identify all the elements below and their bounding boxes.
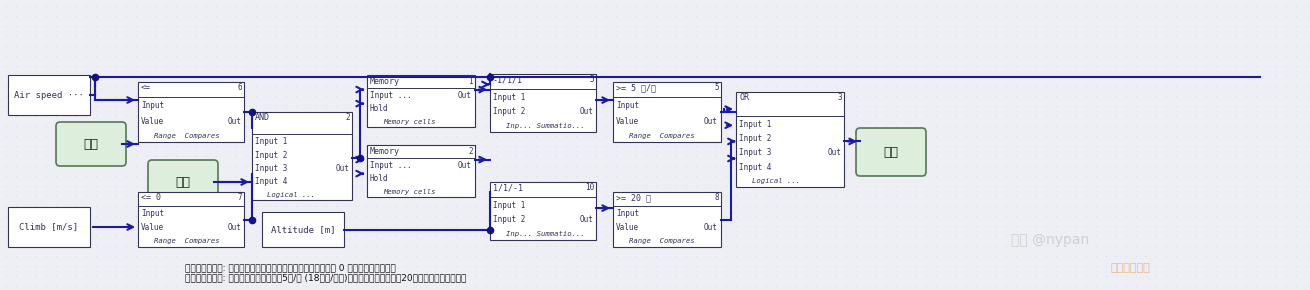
Text: Input 2: Input 2 (739, 134, 772, 143)
Text: Input 1: Input 1 (739, 120, 772, 129)
Text: 1/1/-1: 1/1/-1 (493, 184, 523, 193)
Text: Out: Out (458, 161, 472, 170)
Text: 10: 10 (584, 184, 593, 193)
Bar (138, 82, 244, 142)
Text: <= 0: <= 0 (141, 193, 161, 202)
Text: OR: OR (739, 93, 749, 102)
Text: >= 5 米/秒: >= 5 米/秒 (616, 84, 656, 93)
Text: Input ...: Input ... (369, 161, 430, 170)
Text: 1: 1 (469, 77, 473, 86)
Bar (736, 92, 844, 187)
Text: 8: 8 (714, 193, 719, 202)
Text: Out: Out (827, 148, 841, 157)
Text: Air speed ···: Air speed ··· (14, 90, 84, 99)
Text: Range  Compares: Range Compares (629, 133, 694, 139)
Text: 5: 5 (714, 84, 719, 93)
FancyBboxPatch shape (56, 122, 126, 166)
Text: Input 1: Input 1 (493, 201, 525, 210)
Bar (8, 75, 90, 115)
Text: 失速: 失速 (883, 146, 899, 159)
Text: Hold: Hold (369, 104, 389, 113)
Text: 失速监测启动后: 如果速度持续减小超过5米/秒 (18公里/小时)，或高度持续下降超过20米，则启动失速保护。: 失速监测启动后: 如果速度持续减小超过5米/秒 (18公里/小时)，或高度持续下… (185, 273, 466, 282)
Text: Input: Input (616, 102, 639, 110)
Text: Input 2: Input 2 (493, 215, 544, 224)
Text: 知乎 @nypan: 知乎 @nypan (1011, 233, 1089, 247)
Text: Memory cells: Memory cells (384, 119, 436, 125)
Text: Inp... Summatio...: Inp... Summatio... (506, 123, 584, 129)
Text: 失速监测通道: 失速监测通道 (1110, 263, 1150, 273)
Text: Input 4: Input 4 (255, 177, 287, 186)
Text: Out: Out (227, 223, 241, 232)
Text: Input 1: Input 1 (493, 93, 525, 102)
Bar (490, 74, 596, 132)
FancyBboxPatch shape (148, 160, 217, 204)
Text: Hold: Hold (369, 174, 389, 183)
Bar (367, 75, 476, 127)
Text: 自动飞行模式时: 如果速度小于设定速度、且飞机升降速度小于 0 时，启动失速监测。: 自动飞行模式时: 如果速度小于设定速度、且飞机升降速度小于 0 时，启动失速监测… (185, 264, 396, 273)
Text: Out: Out (705, 117, 718, 126)
Text: Value: Value (141, 223, 164, 232)
FancyBboxPatch shape (855, 128, 926, 176)
Text: Out: Out (705, 223, 718, 232)
Text: Logical ...: Logical ... (267, 192, 316, 198)
Text: Input 1: Input 1 (255, 137, 287, 146)
Text: -1/1/1: -1/1/1 (493, 75, 523, 84)
Text: 自动: 自动 (176, 175, 190, 188)
Bar (252, 112, 352, 200)
Text: Input: Input (141, 102, 164, 110)
Text: Climb [m/s]: Climb [m/s] (20, 222, 79, 231)
Text: 5: 5 (590, 75, 593, 84)
Bar (138, 192, 244, 247)
Text: 2: 2 (346, 113, 350, 122)
Text: >= 20 米: >= 20 米 (616, 193, 651, 202)
Text: Input ...: Input ... (369, 91, 430, 100)
Text: Value: Value (616, 117, 639, 126)
Text: 2: 2 (469, 146, 473, 155)
Text: Range  Compares: Range Compares (153, 133, 220, 139)
Text: Out: Out (579, 215, 593, 224)
Text: Range  Compares: Range Compares (629, 238, 694, 244)
Bar (490, 182, 596, 240)
Text: Out: Out (458, 91, 472, 100)
Text: Out: Out (227, 117, 241, 126)
Text: Altitude [m]: Altitude [m] (271, 225, 335, 234)
Text: Out: Out (335, 164, 348, 173)
Text: Memory cells: Memory cells (384, 189, 436, 195)
Text: Input 2: Input 2 (493, 107, 544, 116)
Text: Input 2: Input 2 (255, 151, 287, 160)
Text: Input: Input (616, 209, 639, 218)
Text: 3: 3 (837, 93, 842, 102)
Text: Input: Input (141, 209, 164, 218)
Text: Input 3: Input 3 (255, 164, 305, 173)
Text: Inp... Summatio...: Inp... Summatio... (506, 231, 584, 237)
Bar (367, 145, 476, 197)
Bar (613, 192, 720, 247)
Text: Input 4: Input 4 (739, 163, 772, 172)
Text: Range  Compares: Range Compares (153, 238, 220, 244)
Text: Out: Out (579, 107, 593, 116)
Text: Memory: Memory (369, 146, 400, 155)
Bar (8, 207, 90, 247)
Text: Value: Value (616, 223, 639, 232)
Text: Logical ...: Logical ... (752, 178, 800, 184)
Text: 6: 6 (237, 84, 242, 93)
Bar (613, 82, 720, 142)
Text: Memory: Memory (369, 77, 400, 86)
Bar (262, 212, 345, 247)
Text: AND: AND (255, 113, 270, 122)
Text: 定速: 定速 (84, 137, 98, 151)
Text: <=: <= (141, 84, 151, 93)
Text: Input 3: Input 3 (739, 148, 790, 157)
Text: 7: 7 (237, 193, 242, 202)
Text: Value: Value (141, 117, 164, 126)
